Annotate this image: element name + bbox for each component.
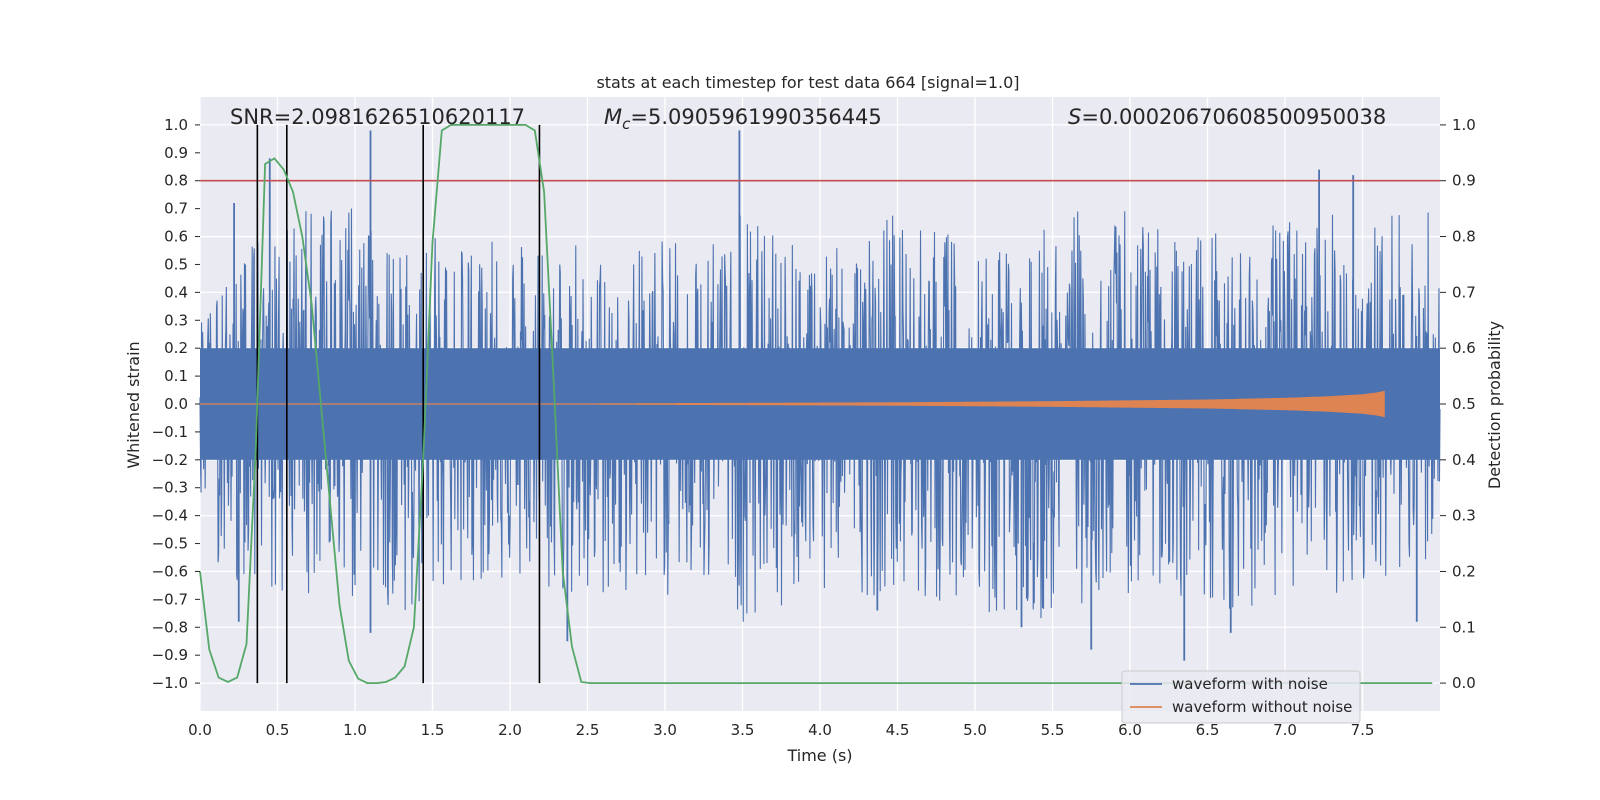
x-tick-labels: 0.0 0.5 1.0 1.5 2.0 2.5 3.0 3.5 4.0 4.5 5.0 5.5 6.0 6… xyxy=(188,721,1374,739)
snr-annotation: SNR=2.0981626510620117 xyxy=(230,105,525,129)
y-tick-label: 0.5 xyxy=(164,255,188,273)
x-tick-label: 4.0 xyxy=(808,721,832,739)
x-tick-label: 1.5 xyxy=(421,721,445,739)
x-tick-label: 3.5 xyxy=(731,721,755,739)
chirp-mass-symbol: M xyxy=(604,105,622,129)
x-axis-label: Time (s) xyxy=(786,746,852,765)
series-waveform-without-noise xyxy=(200,390,1385,418)
clean-chirp xyxy=(200,390,1385,418)
legend-box xyxy=(1121,670,1361,724)
right-y-tick-labels: 1.0 0.9 0.8 0.7 0.6 0.5 0.4 0.3 0.2 0.1 0.0 xyxy=(1440,116,1476,692)
s-annotation: S=0.00020670608500950038 xyxy=(1068,105,1386,129)
x-tick-label: 3.0 xyxy=(653,721,677,739)
x-tick-label: 1.0 xyxy=(343,721,367,739)
y-tick-label: −0.6 xyxy=(152,562,188,580)
left-y-tick-labels: 1.0 0.9 0.8 0.7 0.6 0.5 0.4 0.3 0.2 0.1 0.0 −0.1 −0.… xyxy=(152,116,200,692)
y-tick-label: −0.7 xyxy=(152,590,188,608)
y-tick-label: −0.4 xyxy=(152,507,188,525)
y2-tick-label: 0.5 xyxy=(1452,395,1476,413)
chirp-mass-subscript: c xyxy=(622,115,631,133)
y-tick-label: 0.8 xyxy=(164,172,188,190)
x-tick-label: 5.0 xyxy=(963,721,987,739)
y2-tick-label: 0.1 xyxy=(1452,618,1476,636)
x-tick-label: 2.0 xyxy=(498,721,522,739)
y-tick-label: −0.9 xyxy=(152,646,188,664)
s-value: =0.00020670608500950038 xyxy=(1081,105,1386,129)
y-axis-label: Whitened strain xyxy=(124,341,143,468)
y-tick-label: −0.1 xyxy=(152,423,188,441)
y2-tick-label: 0.6 xyxy=(1452,339,1476,357)
y-tick-label: −0.2 xyxy=(152,451,188,469)
x-tick-label: 6.0 xyxy=(1118,721,1142,739)
y-tick-label: −0.5 xyxy=(152,535,188,553)
y2-tick-label: 0.2 xyxy=(1452,562,1476,580)
y-tick-label: 0.6 xyxy=(164,228,188,246)
y-tick-label: 0.1 xyxy=(164,367,188,385)
series-detection-probability xyxy=(199,124,1433,684)
y-tick-label: 1.0 xyxy=(164,116,188,134)
x-tick-label: 5.5 xyxy=(1041,721,1065,739)
chirp-mass-annotation: Mc=5.0905961990356445 xyxy=(604,105,882,133)
s-symbol: S xyxy=(1068,105,1081,129)
y2-tick-label: 0.9 xyxy=(1452,172,1476,190)
y2-tick-label: 0.8 xyxy=(1452,228,1476,246)
y2-tick-label: 0.4 xyxy=(1452,451,1476,469)
chart-title: stats at each timestep for test data 664… xyxy=(596,73,1019,92)
y2-tick-label: 0.3 xyxy=(1452,507,1476,525)
x-tick-label: 4.5 xyxy=(886,721,910,739)
y2-axis-label: Detection probability xyxy=(1485,321,1504,489)
legend: waveform with noise waveform without noi… xyxy=(1121,670,1361,724)
y-tick-label: 0.4 xyxy=(164,283,188,301)
x-tick-label: 0.0 xyxy=(188,721,212,739)
y-tick-label: −0.3 xyxy=(152,479,188,497)
y-tick-label: 0.9 xyxy=(164,144,188,162)
y-tick-label: 0.0 xyxy=(164,395,188,413)
y-tick-label: −1.0 xyxy=(152,674,188,692)
x-tick-label: 0.5 xyxy=(266,721,290,739)
y2-tick-label: 1.0 xyxy=(1452,116,1476,134)
legend-label-noise: waveform with noise xyxy=(1172,675,1328,693)
x-tick-label: 6.5 xyxy=(1196,721,1220,739)
y-tick-label: −0.8 xyxy=(152,618,188,636)
legend-label-clean: waveform without noise xyxy=(1172,698,1352,716)
y-tick-label: 0.2 xyxy=(164,339,188,357)
y-tick-label: 0.3 xyxy=(164,311,188,329)
y-tick-label: 0.7 xyxy=(164,200,188,218)
y2-tick-label: 0.7 xyxy=(1452,283,1476,301)
y2-tick-label: 0.0 xyxy=(1452,674,1476,692)
x-tick-label: 2.5 xyxy=(576,721,600,739)
x-tick-label: 7.0 xyxy=(1273,721,1297,739)
chirp-mass-value: =5.0905961990356445 xyxy=(630,105,881,129)
x-tick-label: 7.5 xyxy=(1351,721,1375,739)
